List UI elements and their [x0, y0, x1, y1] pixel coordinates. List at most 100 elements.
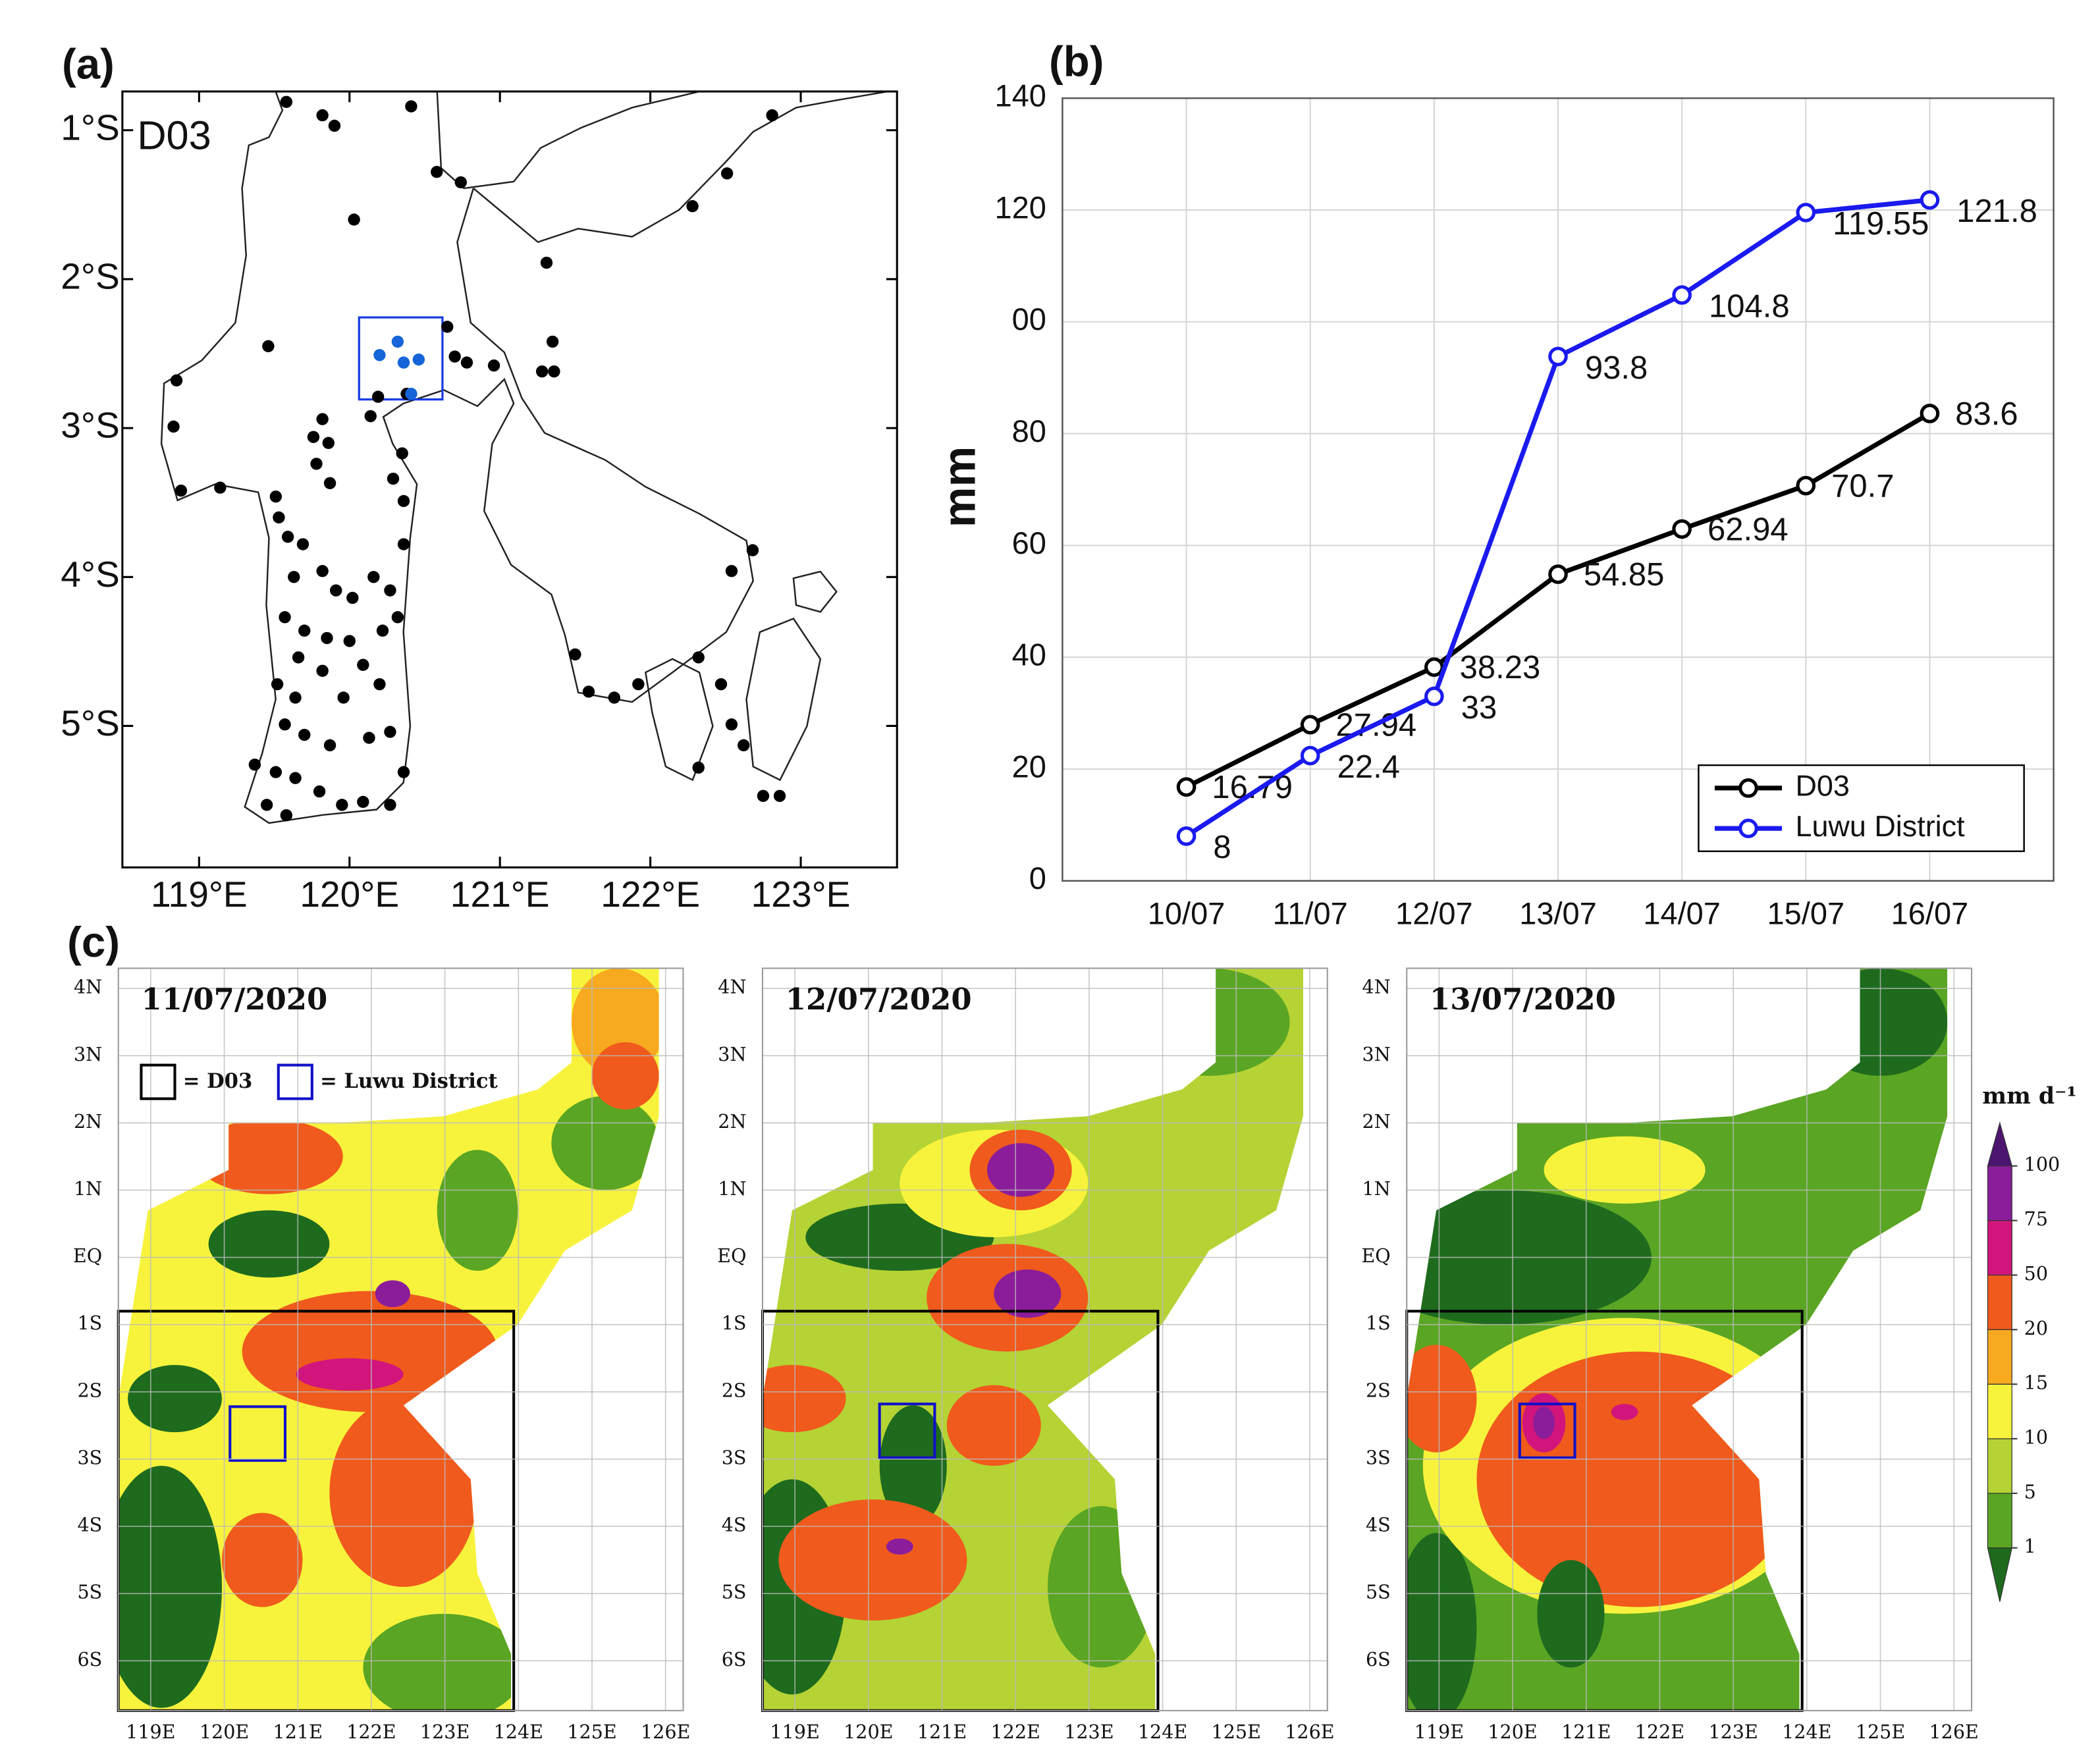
x-tick-label: 120°E — [300, 874, 399, 915]
x-tick-label: 121E — [1561, 1721, 1611, 1743]
x-tick-label: 119E — [1414, 1721, 1464, 1743]
station — [548, 365, 560, 378]
plot-frame — [1062, 97, 2055, 882]
x-tick-label: 122E — [1635, 1721, 1684, 1743]
station — [273, 511, 285, 524]
map-frame — [117, 967, 684, 1711]
station — [441, 321, 454, 333]
y-tick-label: 4S — [1366, 1514, 1391, 1536]
point — [1176, 777, 1197, 797]
station — [336, 799, 348, 811]
y-tick-label: 3S — [77, 1446, 102, 1468]
station — [363, 732, 375, 744]
point — [1176, 826, 1197, 846]
value-label: 104.8 — [1709, 288, 1790, 324]
station — [397, 538, 410, 550]
map-frame — [121, 90, 898, 869]
x-tick-label: 124E — [494, 1721, 543, 1743]
station — [376, 624, 389, 637]
station — [316, 565, 329, 577]
colorbar-segment — [1987, 1438, 2012, 1494]
value-label: 93.8 — [1585, 350, 1648, 386]
station — [766, 109, 778, 122]
y-tick-label: EQ — [73, 1244, 102, 1267]
x-tick-label: 119E — [126, 1721, 175, 1743]
map-title: 12/07/2020 — [786, 982, 972, 1017]
station — [569, 648, 581, 661]
station — [313, 785, 326, 798]
x-tick-label: 125E — [1212, 1721, 1261, 1743]
legend-label: D03 — [1795, 769, 1849, 803]
y-tick-label: 4N — [1362, 976, 1391, 998]
colorbar-segment — [1987, 1493, 2012, 1549]
legend-label: = D03 — [183, 1069, 253, 1093]
legend-label: = Luwu District — [320, 1069, 498, 1093]
y-tick-label: 5S — [77, 1581, 102, 1603]
y-tick-label: 3N — [1362, 1043, 1391, 1065]
luwu-box — [878, 1403, 936, 1459]
station — [260, 799, 273, 811]
legend-swatch — [277, 1063, 313, 1100]
station — [288, 571, 300, 583]
x-tick-label: 120E — [844, 1721, 893, 1743]
station — [540, 256, 553, 269]
station — [397, 766, 410, 778]
station — [214, 481, 227, 494]
y-tick-label: 1N — [74, 1177, 102, 1200]
station — [346, 591, 359, 604]
point — [1300, 745, 1320, 766]
legend-swatch — [140, 1063, 176, 1100]
x-tick-label: 123°E — [751, 874, 851, 915]
rain-field — [762, 968, 1303, 1711]
y-tick-label: 00 — [1012, 302, 1046, 336]
y-tick-label: 1S — [1366, 1312, 1391, 1334]
station — [167, 420, 180, 433]
point — [1548, 564, 1568, 584]
colorbar-segment — [1987, 1165, 2012, 1221]
x-tick-label: 122°E — [601, 874, 700, 915]
value-label: 8 — [1213, 830, 1231, 865]
coastline — [160, 90, 888, 824]
y-tick-label: 2N — [74, 1110, 102, 1133]
station — [248, 759, 261, 771]
x-tick-label: 123E — [420, 1721, 470, 1743]
value-label: 54.85 — [1584, 557, 1665, 593]
colorbar-segment — [1987, 1383, 2012, 1439]
legend-label: Luwu District — [1795, 809, 1965, 843]
x-tick-label: 14/07 — [1643, 895, 1721, 930]
station — [289, 772, 302, 784]
value-label: 38.23 — [1460, 650, 1541, 685]
station — [323, 477, 336, 489]
value-label: 83.6 — [1955, 396, 2018, 432]
colorbar-title: mm d⁻¹ — [1982, 1082, 2076, 1109]
y-tick-label: 3S — [1366, 1446, 1391, 1468]
y-tick-label: 120 — [995, 190, 1046, 225]
x-tick-label: 121E — [917, 1721, 967, 1743]
y-tick-label: 6S — [1366, 1648, 1391, 1670]
station — [373, 349, 386, 361]
station — [412, 353, 425, 366]
y-tick-label: EQ — [717, 1244, 746, 1267]
point — [1920, 404, 1940, 423]
y-tick-label: 2S — [77, 1379, 102, 1401]
map-title: 13/07/2020 — [1430, 982, 1616, 1017]
station — [431, 165, 443, 178]
y-tick-label: 6S — [77, 1648, 102, 1670]
colorbar-label: 20 — [2024, 1317, 2048, 1339]
station — [738, 739, 750, 752]
station — [321, 631, 333, 645]
y-tick-label: 4S — [722, 1514, 747, 1536]
value-label: 70.7 — [1831, 469, 1894, 504]
y-tick-label: 1N — [718, 1177, 746, 1200]
point — [1796, 202, 1816, 223]
station — [348, 213, 360, 226]
station — [292, 651, 305, 664]
x-tick-label: 13/07 — [1519, 895, 1597, 930]
station — [387, 472, 400, 485]
panel-label: (c) — [67, 918, 120, 966]
colorbar-segment — [1987, 1219, 2012, 1276]
station — [364, 410, 377, 423]
station — [757, 789, 770, 802]
station — [316, 109, 329, 122]
x-tick-label: 11/07 — [1273, 895, 1348, 930]
